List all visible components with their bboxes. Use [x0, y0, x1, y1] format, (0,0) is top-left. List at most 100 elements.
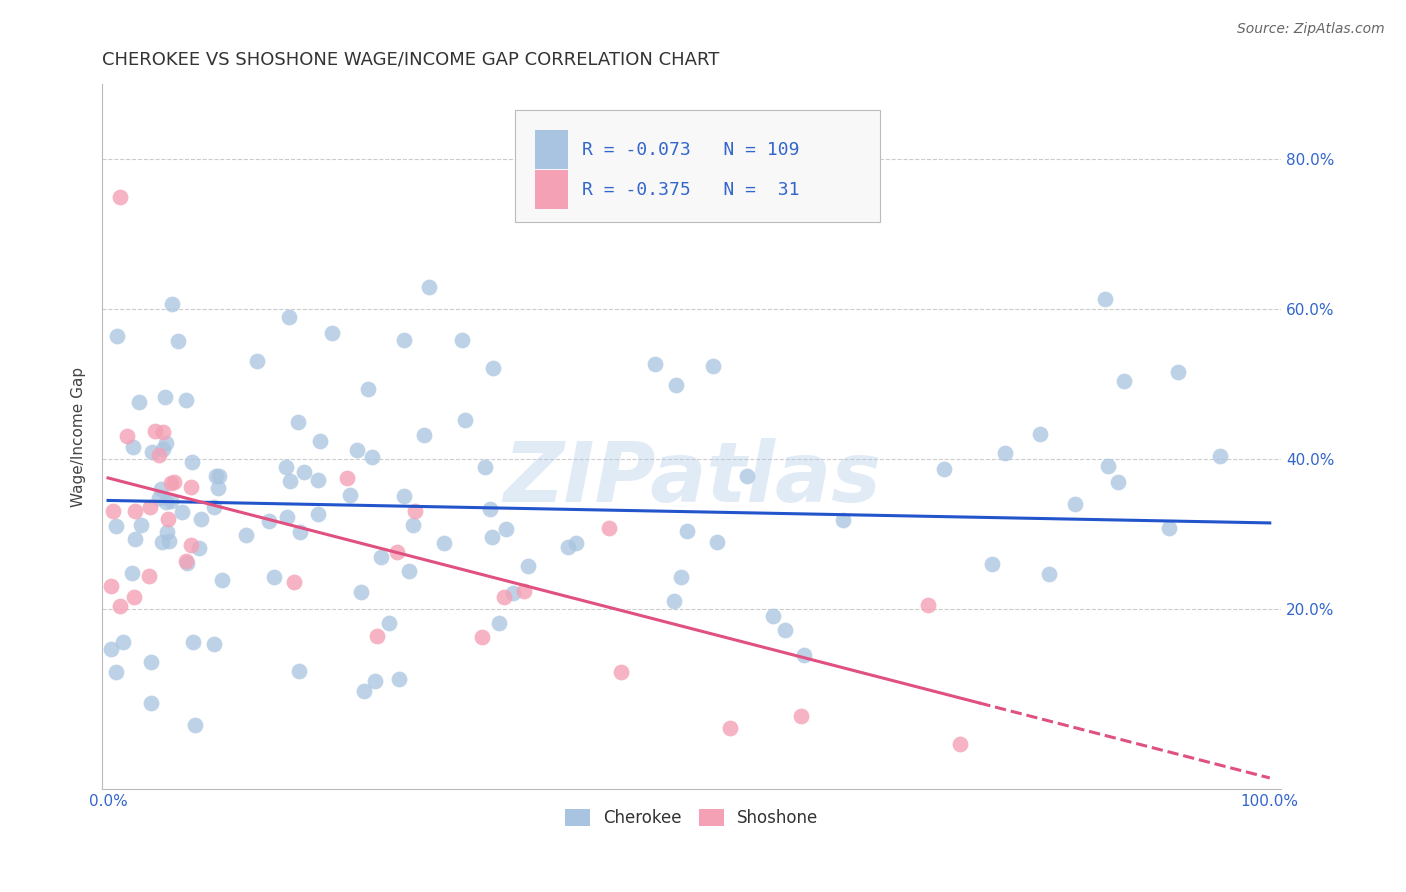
Point — [346, 442, 368, 457]
Point — [211, 573, 233, 587]
Point — [350, 585, 373, 599]
Point — [671, 570, 693, 584]
Point — [307, 507, 329, 521]
Point — [1167, 365, 1189, 379]
Point — [793, 648, 815, 662]
Point — [190, 512, 212, 526]
Point — [675, 524, 697, 538]
Point — [392, 334, 415, 348]
Point — [152, 442, 174, 457]
Point — [488, 615, 510, 630]
Point — [609, 665, 631, 679]
Text: ZIPatlas: ZIPatlas — [503, 439, 880, 519]
Point — [366, 630, 388, 644]
Point — [353, 684, 375, 698]
Point — [735, 469, 758, 483]
Point — [207, 469, 229, 483]
Point — [1064, 497, 1087, 511]
Point — [412, 428, 434, 442]
Point — [124, 504, 146, 518]
Point — [361, 450, 384, 464]
Point — [148, 448, 170, 462]
Text: R = -0.375   N =  31: R = -0.375 N = 31 — [582, 181, 800, 199]
Point — [471, 630, 494, 644]
Point — [287, 415, 309, 429]
Point — [105, 328, 128, 343]
Point — [235, 528, 257, 542]
Point — [288, 664, 311, 678]
Point — [283, 574, 305, 589]
Point — [388, 673, 411, 687]
Point — [492, 590, 515, 604]
Point — [100, 642, 122, 657]
Point — [121, 440, 143, 454]
Text: CHEROKEE VS SHOSHONE WAGE/INCOME GAP CORRELATION CHART: CHEROKEE VS SHOSHONE WAGE/INCOME GAP COR… — [103, 51, 720, 69]
Point — [404, 503, 426, 517]
Point — [153, 390, 176, 404]
Point — [934, 462, 956, 476]
Point — [141, 445, 163, 459]
Point — [370, 549, 392, 564]
Point — [307, 473, 329, 487]
Point — [1114, 374, 1136, 388]
Point — [152, 425, 174, 439]
Point — [117, 429, 139, 443]
Point — [981, 557, 1004, 571]
Point — [706, 534, 728, 549]
Point — [321, 326, 343, 340]
Point — [101, 504, 124, 518]
Point — [121, 566, 143, 581]
Point — [163, 475, 186, 489]
Point — [385, 545, 408, 559]
Point — [128, 394, 150, 409]
Point — [454, 413, 477, 427]
Point — [274, 459, 297, 474]
FancyBboxPatch shape — [534, 130, 568, 169]
Point — [124, 532, 146, 546]
Point — [263, 570, 285, 584]
Point — [138, 569, 160, 583]
Point — [276, 509, 298, 524]
Point — [1097, 459, 1119, 474]
Point — [202, 637, 225, 651]
Point — [149, 483, 172, 497]
Point — [292, 465, 315, 479]
Text: Source: ZipAtlas.com: Source: ZipAtlas.com — [1237, 22, 1385, 37]
Point — [108, 189, 131, 203]
Point — [131, 517, 153, 532]
Point — [516, 559, 538, 574]
Point — [100, 579, 122, 593]
Point — [398, 564, 420, 578]
Point — [180, 480, 202, 494]
Point — [160, 297, 183, 311]
Point — [257, 514, 280, 528]
Point — [155, 494, 177, 508]
Point — [309, 434, 332, 448]
Point — [789, 709, 811, 723]
Point — [1029, 426, 1052, 441]
Point — [145, 424, 167, 438]
Point — [150, 535, 173, 549]
Point — [762, 608, 785, 623]
Point — [290, 524, 312, 539]
Point — [148, 491, 170, 506]
Point — [207, 481, 229, 495]
Point — [1094, 293, 1116, 307]
Point — [202, 500, 225, 514]
Point — [401, 518, 423, 533]
Point — [104, 519, 127, 533]
Point — [949, 737, 972, 751]
Point — [157, 512, 180, 526]
Point — [917, 598, 939, 612]
Point — [184, 718, 207, 732]
Y-axis label: Wage/Income Gap: Wage/Income Gap — [72, 367, 86, 507]
Point — [418, 280, 440, 294]
Point — [598, 521, 620, 535]
Point — [187, 541, 209, 555]
Point — [141, 655, 163, 669]
Point — [157, 534, 180, 549]
Point — [1107, 475, 1129, 489]
Point — [495, 522, 517, 536]
Point — [246, 353, 269, 368]
Point — [159, 494, 181, 508]
